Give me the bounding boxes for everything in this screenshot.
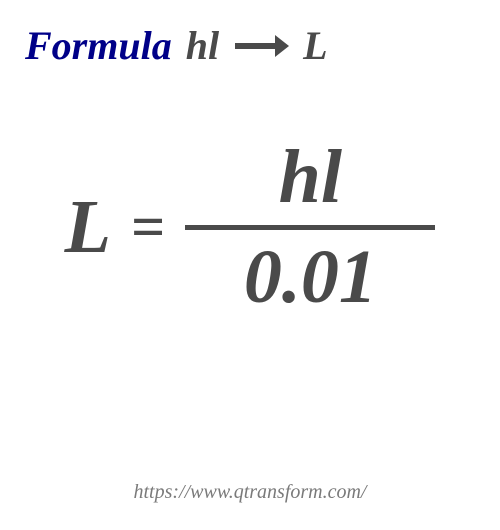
denominator: 0.01 [244, 230, 377, 321]
arrow-right-icon [233, 32, 289, 60]
to-unit: L [303, 22, 327, 69]
formula-label: Formula [25, 22, 172, 69]
numerator: hl [279, 134, 342, 225]
formula-body: L = hl 0.01 [0, 79, 500, 341]
from-unit: hl [186, 22, 219, 69]
fraction: hl 0.01 [185, 134, 435, 321]
formula-header: Formula hl L [0, 0, 500, 79]
result-unit: L [65, 184, 111, 271]
equals-sign: = [131, 193, 165, 262]
footer-url: https://www.qtransform.com/ [0, 481, 500, 504]
